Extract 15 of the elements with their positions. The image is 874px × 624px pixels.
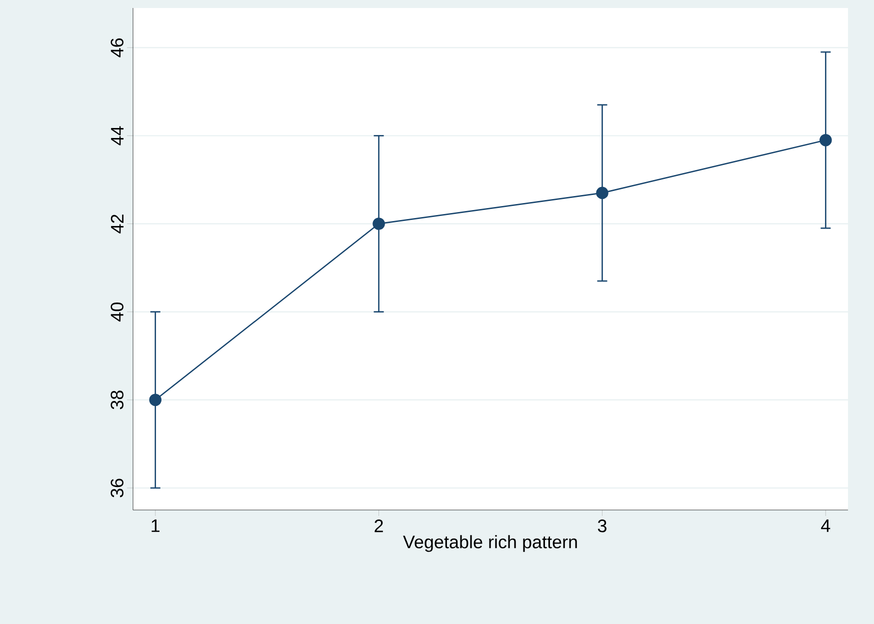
x-axis-title: Vegetable rich pattern: [403, 535, 577, 552]
y-tick-label: 36: [110, 478, 124, 498]
y-tick-label: 40: [110, 302, 124, 322]
x-tick-label: 3: [598, 520, 606, 532]
y-tick-label: 38: [110, 390, 124, 410]
y-tick-label: 42: [110, 214, 124, 234]
point: [820, 134, 832, 146]
point: [149, 394, 162, 406]
y-tick-label: 44: [111, 126, 124, 146]
x-tick-label: 2: [374, 520, 383, 532]
y-tick-label: 46: [110, 38, 124, 58]
x-tick-label: 1: [152, 520, 160, 532]
point: [596, 186, 608, 200]
point: [372, 218, 385, 230]
x-tick-label: 4: [821, 520, 830, 532]
